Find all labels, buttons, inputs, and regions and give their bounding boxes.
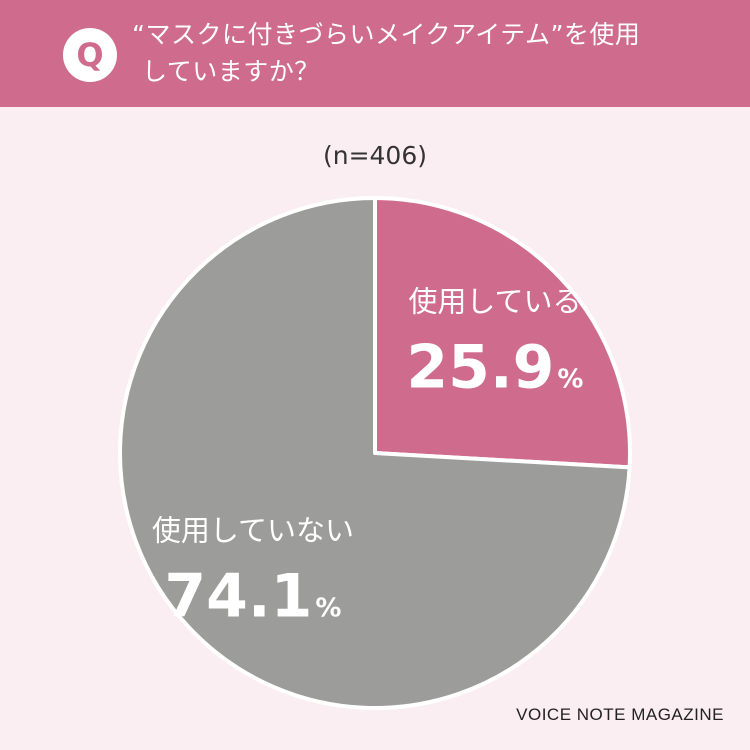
pie-slice-not-used <box>118 196 632 710</box>
slice-value-not-used: 74.1% <box>164 561 341 631</box>
question-header: Q “マスクに付きづらいメイクアイテム”を使用 していますか？ <box>0 0 750 107</box>
credit-text: VOICE NOTE MAGAZINE <box>516 705 724 724</box>
pie-labels: 使用している 25.9 % 使用していない 74.1% <box>152 285 584 632</box>
slice-value-number-used: 25.9 <box>406 333 554 403</box>
slice-value-number-not-used: 74.1 <box>164 561 312 631</box>
slice-label-used: 使用している <box>408 285 581 319</box>
question-line-1: “マスクに付きづらいメイクアイテム”を使用 <box>132 20 641 49</box>
sample-size-label: (n=406) <box>322 141 428 170</box>
question-text: “マスクに付きづらいメイクアイテム”を使用 していますか？ <box>132 16 732 90</box>
slice-value-unit-not-used: % <box>315 593 341 623</box>
pie-slice-used <box>373 196 632 470</box>
slice-value-used: 25.9% <box>406 333 583 403</box>
slice-value-unit-used: % <box>557 365 583 395</box>
question-badge-icon: Q <box>63 28 117 82</box>
slice-label-not-used: 使用していない <box>152 513 354 547</box>
pie-slices <box>118 196 632 710</box>
question-line-2: していますか？ <box>142 57 320 86</box>
